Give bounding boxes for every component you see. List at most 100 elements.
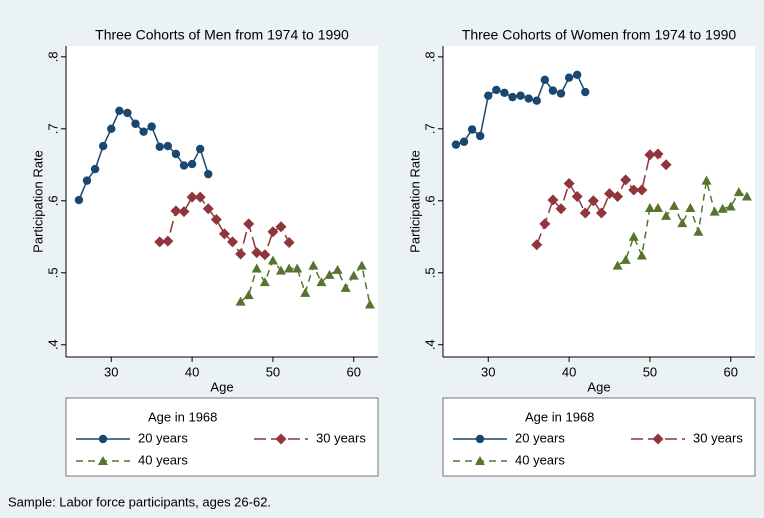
y-tick-label: .8 xyxy=(422,51,437,62)
data-point xyxy=(717,203,728,213)
y-tick-label: .5 xyxy=(45,267,60,278)
data-point xyxy=(90,164,100,174)
x-axis-label: Age xyxy=(587,379,610,394)
data-point xyxy=(259,277,270,287)
legend-marker xyxy=(98,434,108,444)
series-line xyxy=(617,180,748,267)
chart-title: Three Cohorts of Men from 1974 to 1990 xyxy=(95,27,349,43)
data-point xyxy=(284,263,295,273)
data-point xyxy=(644,149,656,161)
data-point xyxy=(653,202,664,212)
y-axis-label: Participation Rate xyxy=(30,150,45,253)
y-tick-label: .8 xyxy=(45,51,60,62)
x-axis-label: Age xyxy=(210,379,233,394)
data-point xyxy=(644,202,655,212)
plot-area xyxy=(443,46,755,357)
data-point xyxy=(628,184,640,196)
data-point xyxy=(107,124,116,133)
data-point xyxy=(620,254,631,264)
data-point xyxy=(204,169,213,179)
legend-label: 30 years xyxy=(316,430,366,445)
data-point xyxy=(154,236,166,248)
data-point xyxy=(171,149,181,159)
data-point xyxy=(531,239,543,251)
data-point xyxy=(500,88,509,97)
data-point xyxy=(741,191,752,201)
data-point xyxy=(227,236,239,248)
data-point xyxy=(661,210,672,220)
data-point xyxy=(218,228,230,240)
x-tick-label: 40 xyxy=(185,364,199,379)
legend-label: 30 years xyxy=(693,430,743,445)
legend-title: Age in 1968 xyxy=(148,409,217,424)
note: Sample: Labor force participants, ages 2… xyxy=(8,494,271,509)
data-point xyxy=(316,277,327,287)
data-point xyxy=(571,190,583,202)
data-point xyxy=(243,290,254,300)
data-point xyxy=(186,191,198,203)
data-point xyxy=(548,86,558,95)
data-point xyxy=(685,202,696,212)
legend-box xyxy=(442,397,756,477)
y-tick-label: .6 xyxy=(422,195,437,206)
data-point xyxy=(332,264,343,274)
legend-marker xyxy=(275,433,287,445)
data-point xyxy=(300,287,311,297)
data-point xyxy=(555,203,567,215)
data-point xyxy=(540,75,550,85)
data-point xyxy=(660,159,672,171)
data-point xyxy=(652,148,664,160)
data-point xyxy=(179,161,189,170)
y-tick-label: .7 xyxy=(45,123,60,134)
data-point xyxy=(467,125,477,134)
data-point xyxy=(556,89,566,98)
legend-label: 40 years xyxy=(515,452,565,467)
legend-marker xyxy=(98,456,108,465)
data-point xyxy=(170,205,182,217)
data-point xyxy=(581,87,590,97)
data-point xyxy=(340,282,351,292)
data-point xyxy=(74,195,84,205)
legend-marker xyxy=(475,456,485,465)
y-tick-label: .4 xyxy=(45,339,60,350)
data-point xyxy=(308,260,319,270)
data-point xyxy=(709,206,720,216)
series-line xyxy=(536,153,667,245)
legend-title: Age in 1968 xyxy=(525,409,594,424)
data-point xyxy=(115,106,124,115)
data-point xyxy=(475,131,485,141)
data-point xyxy=(251,247,263,259)
data-point xyxy=(259,249,271,261)
data-point xyxy=(267,255,278,265)
data-point xyxy=(492,85,501,95)
data-point xyxy=(163,141,173,151)
data-point xyxy=(364,299,375,309)
y-tick-label: .5 xyxy=(422,267,437,278)
legend-marker xyxy=(475,434,485,444)
x-tick-label: 50 xyxy=(643,364,657,379)
x-tick-label: 50 xyxy=(266,364,280,379)
data-point xyxy=(547,194,559,206)
data-point xyxy=(572,70,582,79)
legend-label: 20 years xyxy=(515,430,565,445)
data-point xyxy=(484,91,493,100)
data-point xyxy=(733,187,744,197)
legend-label: 40 years xyxy=(138,452,188,467)
data-point xyxy=(267,226,279,238)
x-tick-label: 60 xyxy=(347,364,361,379)
data-point xyxy=(139,127,148,136)
y-tick-label: .4 xyxy=(422,339,437,350)
data-point xyxy=(628,231,639,241)
data-point xyxy=(459,137,469,146)
data-point xyxy=(202,203,214,215)
data-point xyxy=(131,119,140,128)
data-point xyxy=(539,218,551,230)
x-tick-label: 60 xyxy=(724,364,738,379)
legend-marker xyxy=(652,433,664,445)
data-point xyxy=(508,92,517,102)
data-point xyxy=(677,218,688,228)
data-point xyxy=(243,218,255,230)
data-point xyxy=(516,91,525,100)
data-point xyxy=(275,221,287,233)
data-point xyxy=(563,178,575,190)
